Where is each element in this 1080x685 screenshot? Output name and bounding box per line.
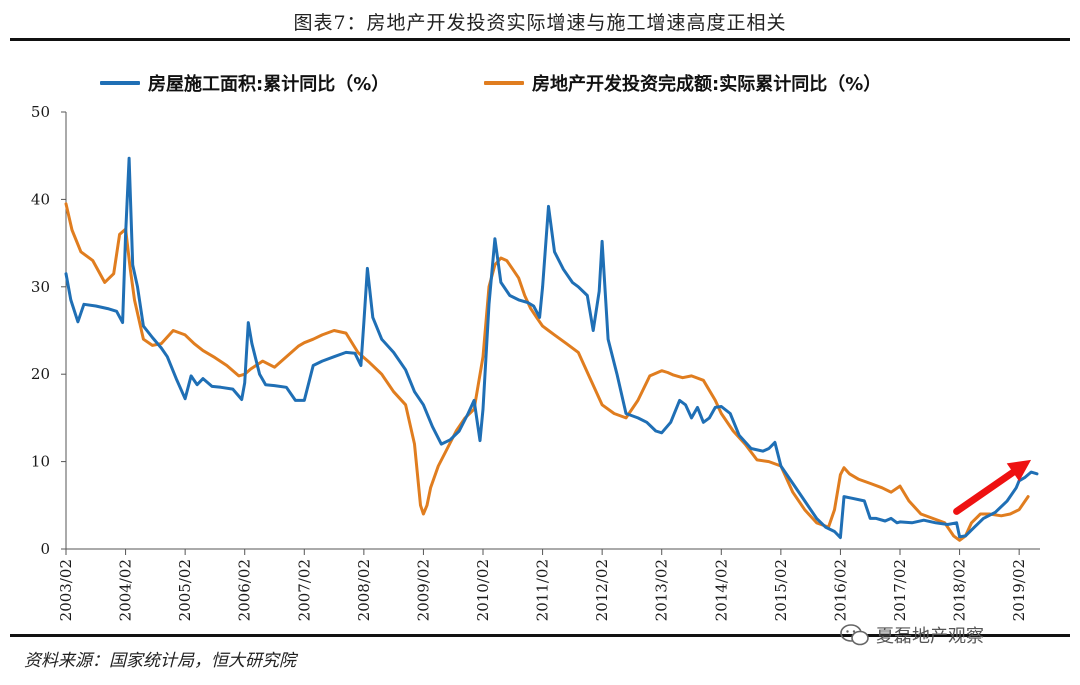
x-tick-label: 2008/02: [355, 559, 373, 621]
trend-arrow-shaft: [953, 468, 1017, 515]
series-line-construction-area: [64, 156, 1039, 540]
legend-item-construction-area: 房屋施工面积:累计同比（%）: [100, 70, 389, 96]
legend-swatch-construction-area: [100, 81, 140, 85]
x-tick-label: 2019/02: [1010, 559, 1028, 621]
x-tick-label: 2013/02: [653, 559, 671, 621]
trend-arrow-head: [1006, 459, 1032, 482]
x-tick-label: 2003/02: [57, 559, 75, 621]
y-tick-label: 0: [40, 540, 50, 558]
chart-title: 图表7：房地产开发投资实际增速与施工增速高度正相关: [293, 12, 787, 34]
y-tick-label: 30: [31, 278, 50, 296]
x-tick-label: 2010/02: [474, 559, 492, 621]
top-rule: [10, 38, 1070, 41]
x-tick-label: 2011/02: [534, 559, 552, 621]
x-tick-label: 2017/02: [891, 559, 909, 621]
legend-label-investment: 房地产开发投资完成额:实际累计同比（%）: [532, 74, 882, 95]
x-tick-label: 2012/02: [593, 559, 611, 621]
series-line-investment: [64, 202, 1030, 542]
bottom-rule: [10, 634, 1070, 637]
x-tick-label: 2016/02: [831, 559, 849, 621]
x-tick-label: 2004/02: [117, 559, 135, 621]
x-tick-label: 2014/02: [712, 559, 730, 621]
x-tick-label: 2005/02: [176, 559, 194, 621]
watermark-text: 夏磊地产观察: [876, 626, 984, 647]
y-tick-label: 10: [31, 453, 50, 471]
source-note: 资料来源：国家统计局，恒大研究院: [24, 651, 296, 671]
legend-swatch-investment: [484, 81, 524, 85]
y-tick-label: 20: [31, 365, 50, 383]
x-tick-label: 2018/02: [951, 559, 969, 621]
legend-item-investment: 房地产开发投资完成额:实际累计同比（%）: [484, 70, 881, 96]
legend-label-construction-area: 房屋施工面积:累计同比（%）: [148, 74, 390, 95]
watermark: 夏磊地产观察: [840, 622, 984, 648]
y-tick-label: 40: [31, 190, 50, 208]
x-tick-label: 2015/02: [772, 559, 790, 621]
x-tick-label: 2009/02: [414, 559, 432, 621]
y-tick-label: 50: [31, 103, 50, 121]
x-tick-label: 2007/02: [295, 559, 313, 621]
wechat-icon: [840, 624, 869, 646]
x-tick-label: 2006/02: [236, 559, 254, 621]
